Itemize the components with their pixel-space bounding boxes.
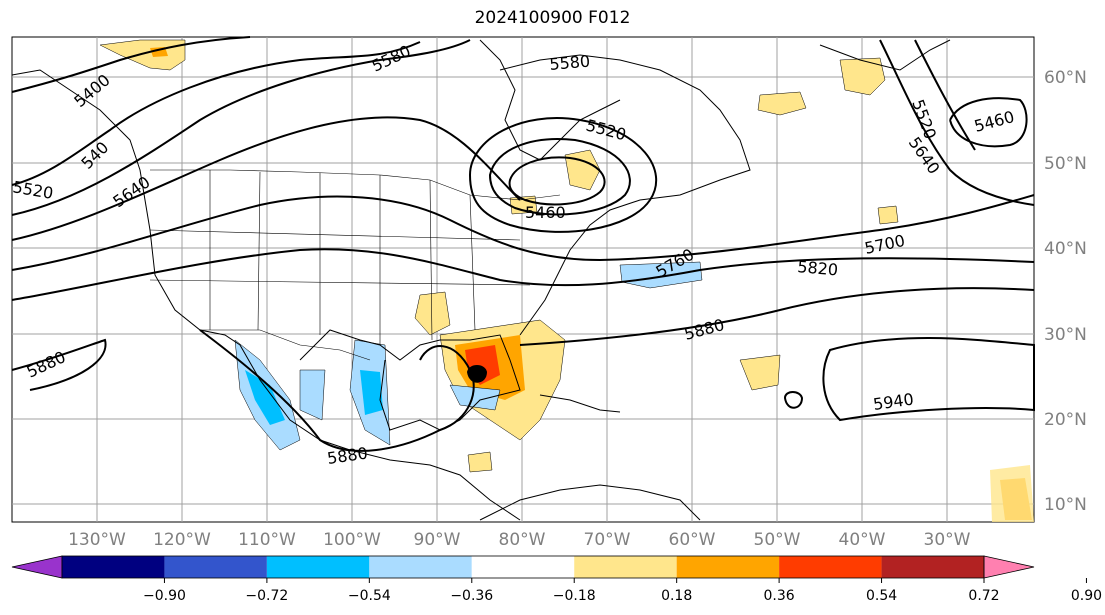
- contour-5880-c: [519, 287, 1035, 346]
- colorbar-tick-label: −0.90: [143, 588, 186, 604]
- contour-5640-east: [879, 39, 1035, 206]
- contour-low-ring1: [468, 117, 658, 233]
- contour-5460-east: [949, 97, 1028, 148]
- colorbar-tick-label: 0.54: [866, 588, 897, 604]
- map-frame: [11, 36, 1035, 523]
- height-contours: [11, 36, 1035, 452]
- contour-5880-b: [199, 329, 475, 452]
- coast-west: [11, 69, 521, 521]
- lon-label: 30°W: [924, 530, 971, 550]
- lat-label: 60°N: [1044, 68, 1087, 88]
- lon-label: 60°W: [669, 530, 716, 550]
- colorbar: [11, 555, 1035, 579]
- lat-label: 30°N: [1044, 325, 1087, 345]
- lat-label: 50°N: [1044, 154, 1087, 174]
- colorbar-segment: [164, 556, 267, 578]
- contour-5820-a: [11, 248, 1035, 301]
- lat-label: 20°N: [1044, 410, 1087, 430]
- colorbar-tick-label: −0.18: [553, 588, 596, 604]
- shade-yellow-carib: [739, 354, 781, 391]
- contour-5580-a: [11, 39, 471, 216]
- colorbar-segment: [266, 556, 370, 578]
- colorbar-segment: [471, 556, 575, 578]
- lon-label: 130°W: [68, 530, 126, 550]
- border-us-mexico: [200, 329, 371, 361]
- colorbar-ticks: −0.90 −0.72 −0.54 −0.36 −0.18 0.18 0.36 0.54 0.7…: [143, 578, 1102, 604]
- colorbar-tick-label: 0.18: [661, 588, 692, 604]
- colorbar-tick-label: 0.36: [764, 588, 795, 604]
- anomaly-shading: [99, 39, 1034, 522]
- contour-5520-a: [11, 41, 421, 186]
- lon-label: 90°W: [414, 530, 461, 550]
- colorbar-tick-label: −0.54: [348, 588, 391, 604]
- contour-hurricane: [466, 365, 488, 383]
- coast-sa: [479, 484, 701, 521]
- lon-label: 120°W: [153, 530, 211, 550]
- longitude-labels: 130°W 120°W 110°W 100°W 90°W 80°W 70°W 60°W 50°W…: [68, 530, 971, 550]
- colorbar-tick-label: −0.72: [245, 588, 288, 604]
- border-us-canada: [150, 169, 561, 201]
- colorbar-segment: [779, 556, 882, 578]
- colorbar-tick-label: 0.90: [1071, 588, 1102, 604]
- lat-label: 40°N: [1044, 239, 1087, 259]
- shade-yellow-se: [990, 465, 1034, 522]
- contour-label: 5820: [797, 257, 839, 279]
- shade-yellow-atl2: [877, 205, 899, 225]
- shade-yellow-atl1: [839, 57, 886, 96]
- colorbar-tick-label: −0.36: [450, 588, 493, 604]
- shade-yellow-gulf: [414, 291, 451, 336]
- contour-low-ring3: [508, 156, 606, 206]
- colorbar-segment: [574, 556, 677, 578]
- shade-cyan-mex1: [245, 370, 285, 425]
- coast-hudson: [479, 39, 621, 161]
- shade-yellow-hudson: [564, 149, 601, 191]
- lon-label: 70°W: [584, 530, 631, 550]
- colorbar-segment: [369, 556, 472, 578]
- colorbar-segment: [62, 556, 165, 578]
- shade-cyan-mex3: [360, 370, 383, 415]
- shade-yellow-mex4: [467, 451, 493, 473]
- shade-blue-mex2: [299, 369, 326, 421]
- contour-small-ring: [783, 391, 804, 409]
- colorbar-segment: [881, 556, 984, 578]
- contour-low-ring2: [488, 138, 631, 216]
- contour-label: 5460: [525, 203, 566, 222]
- lon-label: 50°W: [754, 530, 801, 550]
- contour-5520-east: [914, 39, 976, 151]
- shade-yellow-greenland: [757, 91, 807, 116]
- lon-label: 40°W: [839, 530, 886, 550]
- colorbar-min-arrow: [11, 555, 63, 579]
- colorbar-tick-label: 0.72: [968, 588, 999, 604]
- border-states: [149, 170, 531, 345]
- political-borders: [149, 169, 561, 361]
- coast-cuba: [539, 394, 621, 413]
- contour-5640-a: [11, 116, 521, 241]
- lon-label: 100°W: [323, 530, 381, 550]
- contour-5940-a: [822, 337, 1035, 422]
- colorbar-max-arrow: [983, 555, 1035, 579]
- coast-greenland: [819, 39, 951, 71]
- contour-5400-a: [11, 36, 251, 93]
- colorbar-segment: [676, 556, 780, 578]
- shade-blue-gulf: [449, 384, 501, 411]
- coast-east: [499, 54, 751, 336]
- shade-blue-atl: [619, 261, 703, 289]
- lon-label: 80°W: [499, 530, 546, 550]
- map-title: 2024100900 F012: [474, 8, 631, 28]
- contour-5700-a: [11, 194, 1035, 271]
- contour-label: 5580: [549, 52, 591, 74]
- lat-label: 10°N: [1044, 495, 1087, 515]
- contour-5880-a: [11, 338, 107, 391]
- latitude-labels: 60°N 50°N 40°N 30°N 20°N 10°N: [1044, 68, 1087, 515]
- colorbar-outline: [61, 555, 985, 579]
- lon-label: 110°W: [238, 530, 296, 550]
